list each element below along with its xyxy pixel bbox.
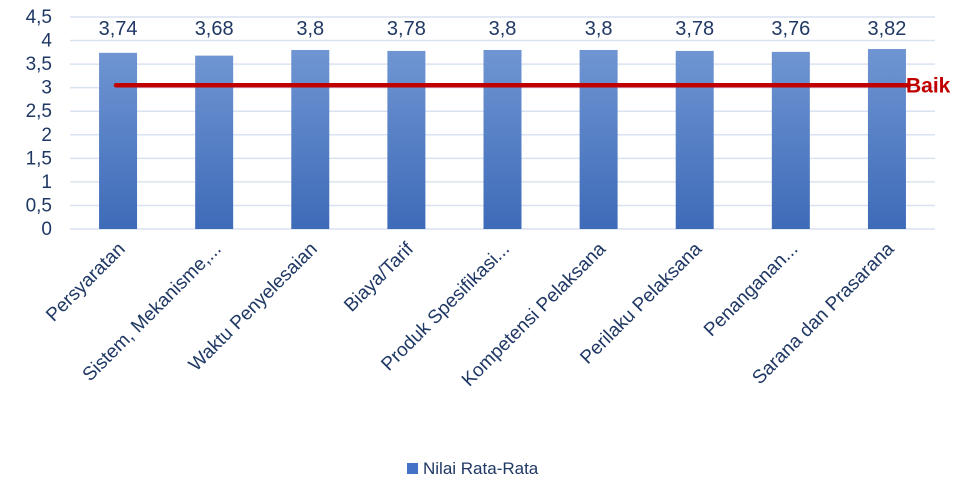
legend-label: Nilai Rata-Rata [423,459,539,478]
data-label: 3,8 [585,18,613,40]
category-label: Biaya/Tarif [340,238,418,316]
category-label: Penanganan... [700,239,802,341]
data-label: 3,82 [867,18,906,40]
y-tick-label: 3,5 [26,54,52,75]
y-tick-label: 4,5 [26,7,52,28]
y-tick-label: 1,5 [26,148,52,169]
bar [675,50,714,229]
bar [291,49,330,229]
data-label: 3,76 [771,18,810,40]
legend: Nilai Rata-Rata [407,459,539,478]
reference-line-label: Baik [906,74,951,97]
bar [867,49,906,230]
bar [195,55,234,230]
bar [387,50,426,229]
bars [99,49,906,230]
y-axis-ticks: 0 0,51 1,52 2,53 3,54 4,5 [26,7,53,240]
category-label: Persyaratan [42,239,129,326]
data-label: 3,74 [99,18,138,40]
data-label: 3,78 [387,18,426,40]
y-tick-label: 1 [41,172,52,193]
bar [99,52,138,229]
bar [483,49,522,229]
y-tick-label: 4 [41,31,52,52]
bar [771,51,810,230]
data-label: 3,78 [675,18,714,40]
reference-line-group: Baik [113,74,951,97]
data-label: 3,68 [195,18,234,40]
legend-swatch [407,463,418,474]
data-labels: 3,74 3,68 3,8 3,78 3,8 3,8 3,78 3,76 3,82 [99,18,907,40]
y-tick-label: 2 [41,125,52,146]
bar [579,49,618,229]
y-tick-label: 0 [41,219,52,240]
data-label: 3,8 [489,18,517,40]
y-tick-label: 0,5 [26,195,52,216]
data-label: 3,8 [296,18,324,40]
y-tick-label: 2,5 [26,101,52,122]
y-tick-label: 3 [41,78,52,99]
